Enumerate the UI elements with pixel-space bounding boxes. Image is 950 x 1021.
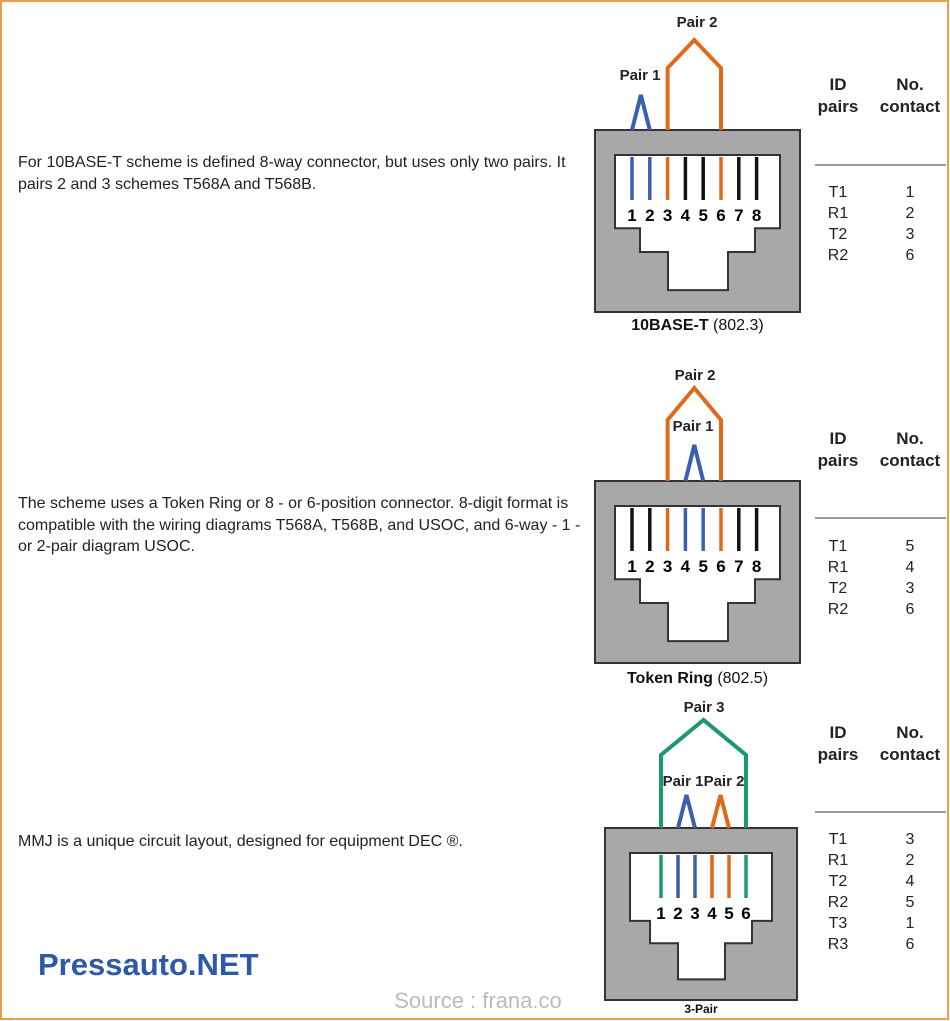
pin-number: 3 xyxy=(663,206,672,225)
pair-label: Pair 1 xyxy=(673,418,714,435)
table-cell: 6 xyxy=(906,936,915,953)
table-cell: R2 xyxy=(828,247,849,264)
table-cell: T1 xyxy=(829,184,848,201)
table-cell: R3 xyxy=(828,936,849,953)
table-cell: T3 xyxy=(829,915,848,932)
pin-number: 8 xyxy=(752,206,761,225)
table-cell: 2 xyxy=(906,852,915,869)
description: The scheme uses a Token Ring or 8 - or 6… xyxy=(18,495,581,555)
pin-number: 5 xyxy=(698,206,707,225)
connector-caption: 10BASE-T (802.3) xyxy=(631,317,764,334)
caption-name: 3-Pair xyxy=(684,1002,718,1016)
pin-number: 7 xyxy=(734,206,743,225)
pair-label: Pair 2 xyxy=(677,14,718,31)
description: For 10BASE-T scheme is defined 8-way con… xyxy=(18,154,566,193)
pair-label: Pair 1 xyxy=(620,67,661,84)
pair-label: Pair 1 xyxy=(663,773,704,790)
table-cell: 1 xyxy=(906,184,915,201)
pin-number: 6 xyxy=(741,904,750,923)
table-cell: R2 xyxy=(828,601,849,618)
table-cell: 6 xyxy=(906,247,915,264)
table-cell: 5 xyxy=(906,538,915,555)
table-header: ID xyxy=(830,429,847,448)
pair-label: Pair 3 xyxy=(684,699,725,716)
table-cell: 1 xyxy=(906,915,915,932)
caption-name: Token Ring xyxy=(627,670,713,687)
pair-wire xyxy=(665,37,723,130)
table-cell: T1 xyxy=(829,831,848,848)
table-header: No. xyxy=(896,75,923,94)
table-cell: R1 xyxy=(828,205,849,222)
pair-wire xyxy=(630,94,652,131)
table-header: No. xyxy=(896,429,923,448)
caption-standard: (802.3) xyxy=(713,317,764,334)
pair-label: Pair 2 xyxy=(704,773,745,790)
pin-number: 4 xyxy=(681,557,691,576)
pin-number: 2 xyxy=(673,904,682,923)
table-cell: 6 xyxy=(906,601,915,618)
table-cell: 3 xyxy=(906,831,915,848)
table-header: contact xyxy=(880,451,941,470)
caption-name: 10BASE-T xyxy=(631,317,709,334)
pin-number: 8 xyxy=(752,557,761,576)
table-header: No. xyxy=(896,723,923,742)
table-header: ID xyxy=(830,723,847,742)
table-header: pairs xyxy=(818,745,859,764)
pin-number: 4 xyxy=(707,904,717,923)
pin-number: 2 xyxy=(645,206,654,225)
pin-number: 5 xyxy=(724,904,733,923)
table-header: pairs xyxy=(818,97,859,116)
pin-number: 5 xyxy=(698,557,707,576)
pair-wire xyxy=(676,794,697,829)
connector-caption: Token Ring (802.5) xyxy=(627,670,768,687)
table-header: contact xyxy=(880,97,941,116)
table-cell: 4 xyxy=(906,559,915,576)
pin-number: 7 xyxy=(734,557,743,576)
pin-number: 1 xyxy=(627,206,636,225)
pin-number: 1 xyxy=(627,557,636,576)
description: MMJ is a unique circuit layout, designed… xyxy=(18,833,463,850)
pair-label: Pair 2 xyxy=(675,367,716,384)
pin-number: 3 xyxy=(663,557,672,576)
table-cell: T1 xyxy=(829,538,848,555)
table-cell: R1 xyxy=(828,559,849,576)
table-cell: 3 xyxy=(906,226,915,243)
brand: Pressauto.NET xyxy=(38,947,259,982)
pin-number: 2 xyxy=(645,557,654,576)
connector-socket xyxy=(629,852,773,981)
pin-number: 6 xyxy=(716,206,725,225)
table-cell: T2 xyxy=(829,226,848,243)
pin-number: 6 xyxy=(716,557,725,576)
pair-wire xyxy=(683,444,706,482)
pair-wire xyxy=(665,384,723,481)
table-cell: T2 xyxy=(829,580,848,597)
pair-wire xyxy=(659,717,748,828)
table-cell: 5 xyxy=(906,894,915,911)
table-header: pairs xyxy=(818,451,859,470)
table-cell: T2 xyxy=(829,873,848,890)
table-cell: 3 xyxy=(906,580,915,597)
table-header: ID xyxy=(830,75,847,94)
table-cell: 2 xyxy=(906,205,915,222)
table-cell: R1 xyxy=(828,852,849,869)
table-cell: R2 xyxy=(828,894,849,911)
caption-standard: (802.5) xyxy=(717,670,768,687)
source: Source : frana.co xyxy=(394,988,562,1013)
table-cell: 4 xyxy=(906,873,915,890)
pair-wire xyxy=(710,794,731,829)
table-header: contact xyxy=(880,745,941,764)
pin-number: 4 xyxy=(681,206,691,225)
connector-caption: 3-Pair xyxy=(684,1002,718,1016)
pin-number: 1 xyxy=(656,904,665,923)
pin-number: 3 xyxy=(690,904,699,923)
